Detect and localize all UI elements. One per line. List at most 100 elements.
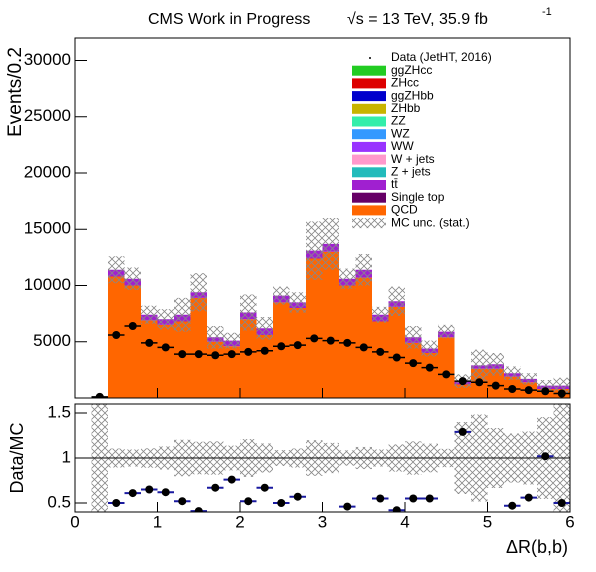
mc-uncertainty — [438, 324, 455, 339]
mc-uncertainty — [487, 353, 504, 376]
legend-label: tt̄ — [391, 177, 398, 191]
stack-bar — [289, 308, 306, 398]
ratio-point — [161, 488, 170, 497]
data-point — [491, 381, 500, 390]
data-point — [524, 386, 533, 395]
legend-swatch — [352, 65, 386, 76]
data-point — [376, 347, 385, 356]
y-axis-title: Events/0.2 — [5, 47, 26, 137]
mc-uncertainty — [190, 273, 207, 312]
data-point — [541, 387, 550, 396]
stack-bar — [306, 258, 323, 398]
legend-label: Z + jets — [391, 164, 431, 178]
data-point — [178, 350, 187, 359]
mc-uncertainty — [388, 286, 405, 316]
ratio-point — [392, 506, 401, 512]
legend-label: ggZHcc — [391, 63, 432, 77]
stack-bar — [405, 342, 422, 398]
stack-bar — [355, 277, 372, 398]
data-point — [95, 392, 104, 398]
data-point — [409, 359, 418, 368]
data-point — [310, 334, 319, 343]
ratio-point — [409, 494, 418, 503]
data-point — [508, 385, 517, 393]
mc-uncertainty — [553, 377, 570, 394]
mc-uncertainty — [141, 305, 158, 324]
data-point — [392, 353, 401, 362]
legend-swatch — [352, 180, 386, 190]
legend-swatch — [352, 141, 386, 152]
legend-label: W + jets — [391, 152, 435, 166]
legend-label: WW — [391, 139, 414, 153]
mc-uncertainty — [240, 294, 257, 331]
mc-uncertainty — [174, 297, 191, 332]
stack-bar — [421, 353, 438, 398]
legend-label: WZ — [391, 126, 410, 140]
x-tick-label: 3 — [318, 512, 327, 531]
data-point — [458, 377, 467, 386]
mc-uncertainty — [405, 326, 422, 349]
ratio-point — [194, 507, 203, 512]
y-tick-label: 25000 — [24, 106, 71, 125]
legend-swatch — [352, 91, 386, 102]
legend-label: QCD — [391, 203, 418, 217]
ratio-point — [425, 494, 434, 503]
ratio-point — [145, 485, 154, 494]
legend-swatch — [352, 129, 386, 140]
data-point — [244, 347, 253, 356]
ratio-point — [277, 499, 286, 507]
mc-uncertainty — [273, 286, 290, 305]
data-point — [359, 343, 368, 352]
ratio-point — [508, 501, 517, 510]
legend-label: ZHbb — [391, 101, 421, 115]
stack-bar — [388, 306, 405, 398]
stack-bar — [174, 321, 191, 398]
ratio-point — [211, 483, 220, 492]
x-tick-label: 6 — [565, 512, 574, 531]
data-point — [557, 389, 566, 398]
stack-bar — [372, 321, 389, 398]
ratio-point — [343, 502, 352, 511]
y-tick-label: 5000 — [33, 331, 71, 350]
x-axis-title: ΔR(b,b) — [506, 537, 568, 557]
data-point — [277, 342, 286, 351]
stack-bar — [240, 319, 257, 398]
x-tick-label: 4 — [400, 512, 409, 531]
data-point — [293, 341, 302, 350]
stack-bar — [322, 251, 339, 398]
mc-uncertainty — [322, 218, 339, 270]
stack-bar — [207, 341, 224, 398]
mc-uncertainty — [520, 373, 537, 385]
legend-swatch — [352, 78, 386, 89]
ratio-point — [376, 494, 385, 503]
legend-label: Data (JetHT, 2016) — [391, 50, 492, 64]
mc-uncertainty — [124, 267, 141, 290]
x-tick-label: 0 — [70, 512, 79, 531]
chart-title: CMS Work in Progress — [148, 11, 310, 28]
data-point — [145, 338, 154, 347]
ratio-point — [458, 427, 467, 436]
data-point — [112, 331, 121, 339]
ratio-point — [128, 489, 137, 498]
legend-swatch — [352, 103, 386, 114]
mc-uncertainty — [537, 380, 554, 392]
stack-bar — [157, 324, 174, 398]
legend-marker — [369, 57, 371, 59]
mc-uncertainty — [289, 292, 306, 313]
data-point — [343, 338, 352, 347]
y-tick-label: 30000 — [24, 50, 71, 69]
mc-uncertainty — [157, 309, 174, 330]
legend-swatch — [352, 154, 386, 165]
mc-uncertainty — [421, 340, 438, 357]
ratio-y-axis-title: Data/MC — [7, 422, 27, 493]
ratio-point — [293, 492, 302, 501]
mc-uncertainty — [223, 332, 240, 349]
mc-uncertainty — [355, 254, 372, 286]
data-point — [442, 370, 451, 379]
mc-uncertainty — [504, 366, 521, 380]
mc-uncertainty — [339, 268, 356, 289]
legend-swatch — [352, 167, 386, 178]
mc-uncertainty — [207, 326, 224, 349]
y-tick-label: 10000 — [24, 275, 71, 294]
